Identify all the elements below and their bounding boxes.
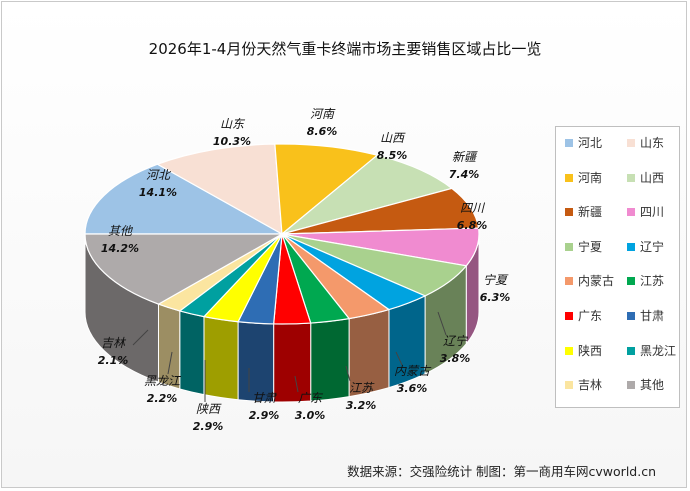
slice-label-吉林: 吉林 (101, 336, 127, 350)
chart-title: 2026年1-4月份天然气重卡终端市场主要销售区域占比一览 (148, 40, 542, 58)
slice-label-山西: 山西 (380, 131, 406, 145)
legend-label-广东: 广东 (578, 309, 603, 323)
legend-item-吉林: 吉林 (565, 378, 602, 392)
slice-value-甘肃: 2.9% (249, 409, 280, 422)
legend-label-江苏: 江苏 (640, 274, 665, 289)
leader-line-辽宁 (437, 311, 447, 336)
legend-item-四川: 四川 (627, 205, 664, 219)
slice-label-山东: 山东 (220, 117, 246, 131)
slice-label-其他: 其他 (108, 224, 134, 238)
legend-swatch-甘肃 (627, 312, 635, 320)
pie-slice-山西 (281, 154, 454, 235)
pie-side-黑龙江 (179, 310, 205, 396)
legend-item-黑龙江: 黑龙江 (627, 344, 676, 358)
leader-line-内蒙古 (395, 351, 403, 366)
slice-value-陕西: 2.9% (193, 420, 224, 433)
legend-label-河北: 河北 (578, 136, 603, 150)
legend-item-山西: 山西 (627, 171, 664, 185)
pie-side-甘肃 (237, 321, 275, 403)
legend-label-山东: 山东 (640, 136, 665, 150)
leader-line-吉林 (132, 329, 149, 346)
legend-label-宁夏: 宁夏 (578, 239, 603, 254)
slice-label-广东: 广东 (298, 391, 324, 405)
slice-label-陕西: 陕西 (196, 402, 222, 416)
leader-line-黑龙江 (167, 351, 173, 375)
legend-label-黑龙江: 黑龙江 (640, 343, 677, 358)
legend-item-广东: 广东 (565, 309, 602, 323)
slice-value-河北: 14.1% (139, 186, 177, 199)
slice-value-四川: 6.8% (457, 219, 488, 232)
pie-side-江苏 (310, 318, 350, 402)
legend-item-甘肃: 甘肃 (627, 309, 664, 323)
slice-label-甘肃: 甘肃 (252, 391, 278, 405)
slice-label-辽宁: 辽宁 (443, 334, 468, 348)
legend-label-陕西: 陕西 (578, 343, 603, 358)
source-note: 数据来源：交强险统计 制图：第一商用车网cvworld.cn (347, 464, 656, 479)
legend-swatch-山西 (627, 173, 635, 182)
legend-item-河南: 河南 (565, 171, 602, 185)
legend-item-河北: 河北 (565, 136, 602, 150)
legend-item-江苏: 江苏 (627, 274, 664, 288)
slice-value-广东: 3.0% (295, 409, 326, 422)
legend-swatch-山东 (627, 139, 635, 147)
slice-value-山西: 8.5% (377, 149, 408, 162)
legend-item-新疆: 新疆 (565, 205, 602, 219)
slice-value-其他: 14.2% (101, 242, 139, 255)
legend-swatch-江苏 (627, 277, 635, 286)
legend-swatch-辽宁 (627, 242, 635, 251)
slice-label-内蒙古: 内蒙古 (394, 364, 432, 378)
slice-label-宁夏: 宁夏 (483, 273, 509, 287)
legend-label-吉林: 吉林 (578, 378, 603, 393)
slice-label-黑龙江: 黑龙江 (144, 374, 182, 388)
slice-value-辽宁: 3.8% (440, 352, 471, 365)
legend-swatch-其他 (627, 381, 635, 390)
legend-swatch-广东 (565, 312, 573, 320)
slice-value-新疆: 7.4% (449, 168, 480, 181)
legend-swatch-河北 (565, 139, 573, 147)
legend-item-陕西: 陕西 (565, 344, 602, 358)
pie-slice-其他 (84, 233, 285, 305)
legend-label-河南: 河南 (578, 170, 603, 185)
legend-label-其他: 其他 (640, 378, 665, 393)
legend-swatch-黑龙江 (627, 346, 635, 355)
slice-value-江苏: 3.2% (346, 399, 377, 412)
slice-value-山东: 10.3% (213, 135, 251, 148)
legend-swatch-河南 (565, 173, 573, 182)
leader-line-江苏 (345, 365, 351, 382)
legend-swatch-新疆 (565, 208, 573, 217)
legend-label-山西: 山西 (640, 170, 665, 185)
pie-slice-河北 (84, 163, 285, 235)
legend-swatch-四川 (627, 208, 635, 217)
pie-slice-山东 (156, 143, 283, 236)
chart-legend: 河北 山东河南 山西新疆 四川宁夏 辽宁内蒙古 江苏广东 甘肃陕西 黑龙江吉林 其他 (555, 126, 680, 408)
legend-item-其他: 其他 (627, 378, 664, 392)
legend-swatch-陕西 (565, 346, 573, 355)
legend-label-辽宁: 辽宁 (640, 239, 665, 254)
legend-label-甘肃: 甘肃 (640, 309, 665, 323)
legend-item-山东: 山东 (627, 136, 664, 150)
slice-value-内蒙古: 3.6% (397, 382, 428, 395)
slice-value-黑龙江: 2.2% (147, 392, 178, 405)
slice-label-江苏: 江苏 (349, 381, 375, 395)
slice-label-四川: 四川 (460, 201, 486, 215)
legend-swatch-吉林 (565, 381, 573, 390)
legend-item-内蒙古: 内蒙古 (565, 274, 614, 288)
slice-label-河南: 河南 (310, 107, 336, 121)
legend-item-宁夏: 宁夏 (565, 240, 602, 254)
slice-label-河北: 河北 (146, 168, 172, 182)
slice-value-吉林: 2.1% (98, 354, 129, 367)
legend-label-内蒙古: 内蒙古 (578, 274, 615, 289)
slice-label-新疆: 新疆 (452, 150, 478, 164)
legend-label-四川: 四川 (640, 205, 665, 220)
legend-swatch-内蒙古 (565, 277, 573, 286)
legend-swatch-宁夏 (565, 242, 573, 251)
pie-slice-河南 (274, 143, 379, 236)
pie-side-陕西 (203, 316, 239, 401)
legend-item-辽宁: 辽宁 (627, 240, 664, 254)
slice-value-宁夏: 6.3% (480, 291, 511, 304)
legend-label-新疆: 新疆 (578, 205, 603, 220)
leader-line-广东 (294, 375, 299, 393)
slice-value-河南: 8.6% (307, 125, 338, 138)
